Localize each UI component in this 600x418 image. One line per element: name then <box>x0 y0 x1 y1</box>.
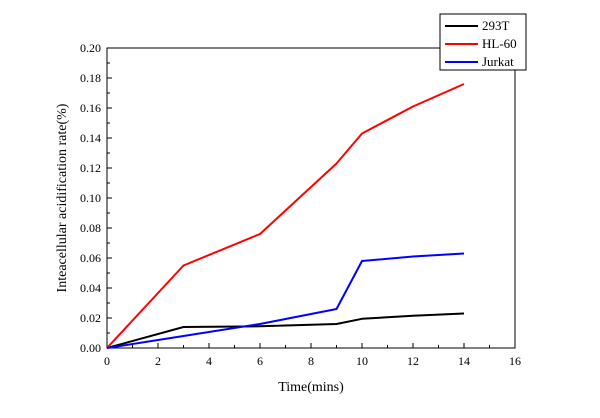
x-tick-label: 16 <box>509 354 521 368</box>
legend: 293T HL-60 Jurkat <box>439 13 527 71</box>
y-tick-label: 0.06 <box>80 251 101 265</box>
series-line-jurkat <box>106 252 465 349</box>
x-tick-label: 2 <box>155 354 161 368</box>
y-tick-label: 0.14 <box>80 131 101 145</box>
x-tick-label: 12 <box>407 354 419 368</box>
y-axis-label: Inteacellular acidification rate(%) <box>55 103 70 292</box>
y-axis: 0.00 0.02 0.04 0.06 0.08 0.10 0.12 0.14 0.16 0.18… <box>80 41 112 355</box>
x-tick-label: 14 <box>458 354 470 368</box>
x-tick-label: 8 <box>308 354 314 368</box>
y-tick-label: 0.18 <box>80 71 101 85</box>
y-tick-label: 0.02 <box>80 311 101 325</box>
plot-area-frame <box>106 47 516 349</box>
legend-label-hl-60: HL-60 <box>482 36 517 51</box>
x-axis-label: Time(mins) <box>278 380 344 395</box>
x-tick-label: 4 <box>206 354 212 368</box>
x-tick-label: 0 <box>104 354 110 368</box>
x-axis: 0 2 4 6 8 10 12 14 16 <box>104 343 521 368</box>
y-tick-label: 0.08 <box>80 221 101 235</box>
legend-label-293t: 293T <box>482 18 510 33</box>
y-tick-label: 0.20 <box>80 41 101 55</box>
series-lines <box>106 83 465 349</box>
y-tick-label: 0.00 <box>80 341 101 355</box>
legend-box <box>439 13 527 71</box>
y-tick-label: 0.04 <box>80 281 101 295</box>
y-tick-label: 0.16 <box>80 101 101 115</box>
series-line-293t <box>106 312 465 349</box>
y-tick-label: 0.12 <box>80 161 101 175</box>
y-tick-label: 0.10 <box>80 191 101 205</box>
legend-label-jurkat: Jurkat <box>482 54 514 69</box>
series-line-hl-60 <box>106 83 465 349</box>
x-tick-label: 10 <box>356 354 368 368</box>
x-tick-label: 6 <box>257 354 263 368</box>
